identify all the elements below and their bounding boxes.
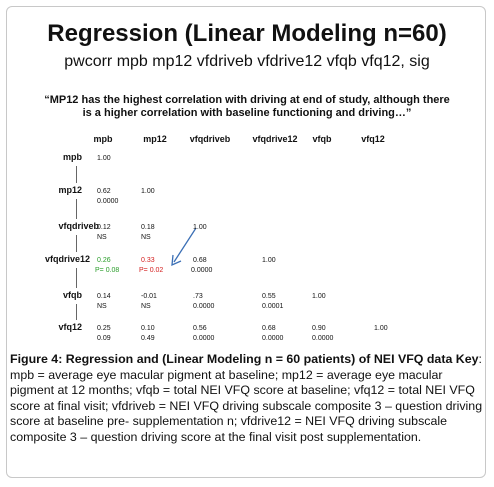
- significance-value: NS: [141, 303, 151, 310]
- correlation-value: 1.00: [374, 325, 388, 332]
- column-header: mpb: [93, 134, 113, 144]
- caption-title: Figure 4: Regression and (Linear Modelin…: [10, 352, 479, 366]
- correlation-value: 0.56: [193, 325, 207, 332]
- quote: “MP12 has the highest correlation with d…: [44, 94, 450, 119]
- significance-value: 0.0000: [191, 267, 213, 274]
- correlation-value: 0.26: [97, 257, 111, 264]
- correlation-value: 0.90: [312, 325, 326, 332]
- significance-value: 0.49: [141, 335, 155, 342]
- significance-value: 0.0000: [193, 335, 215, 342]
- figure-caption: Figure 4: Regression and (Linear Modelin…: [10, 352, 484, 445]
- row-divider: [76, 235, 77, 252]
- correlation-value: 0.12: [97, 224, 111, 231]
- correlation-value: 0.25: [97, 325, 111, 332]
- arrow: [173, 227, 197, 263]
- correlation-value: 1.00: [97, 155, 111, 162]
- arrow-layer: [171, 227, 197, 267]
- significance-value: 0.0000: [262, 335, 284, 342]
- column-header: mp12: [143, 134, 167, 144]
- column-header: vfqdriveb: [189, 134, 231, 144]
- row-divider: [76, 166, 77, 183]
- correlation-value: .73: [193, 293, 203, 300]
- correlation-value: 0.68: [262, 325, 276, 332]
- row-label: vfq12: [58, 322, 82, 332]
- slide-title: Regression (Linear Modeling n=60): [47, 20, 447, 47]
- significance-value: 0.0000: [97, 198, 119, 205]
- significance-value: 0.09: [97, 335, 111, 342]
- correlation-value: -0.01: [141, 293, 157, 300]
- row-label: vfqb: [63, 290, 82, 300]
- row-divider: [76, 304, 77, 320]
- correlation-value: 0.68: [193, 257, 207, 264]
- row-label: mpb: [63, 152, 82, 162]
- significance-value: 0.0000: [193, 303, 215, 310]
- row-divider: [76, 199, 77, 219]
- correlation-value: 1.00: [141, 188, 155, 195]
- correlation-value: 1.00: [312, 293, 326, 300]
- caption-text: : mpb = average eye macular pigment at b…: [10, 352, 483, 444]
- significance-value: P= 0.02: [139, 267, 164, 274]
- correlation-value: 0.14: [97, 293, 111, 300]
- significance-value: NS: [141, 234, 151, 241]
- column-header: vfq12: [361, 134, 385, 144]
- column-header: vfqb: [312, 134, 332, 144]
- row-label: vfqdrive12: [44, 254, 90, 264]
- column-header: vfqdrive12: [252, 134, 298, 144]
- correlation-value: 0.10: [141, 325, 155, 332]
- correlation-value: 0.18: [141, 224, 155, 231]
- correlation-value: 1.00: [262, 257, 276, 264]
- significance-value: NS: [97, 303, 107, 310]
- significance-value: P= 0.08: [95, 267, 120, 274]
- arrow-head: [171, 254, 182, 267]
- slide-subtitle: pwcorr mpb mp12 vfdriveb vfdrive12 vfqb …: [64, 53, 430, 70]
- row-label: mp12: [58, 185, 82, 195]
- significance-value: NS: [97, 234, 107, 241]
- correlation-value: 0.55: [262, 293, 276, 300]
- slide-frame: [6, 6, 486, 478]
- row-divider: [76, 268, 77, 288]
- correlation-value: 1.00: [193, 224, 207, 231]
- significance-value: 0.0001: [262, 303, 284, 310]
- row-label: vfqdriveb: [58, 221, 99, 231]
- correlation-value: 0.62: [97, 188, 111, 195]
- significance-value: 0.0000: [312, 335, 334, 342]
- correlation-value: 0.33: [141, 257, 155, 264]
